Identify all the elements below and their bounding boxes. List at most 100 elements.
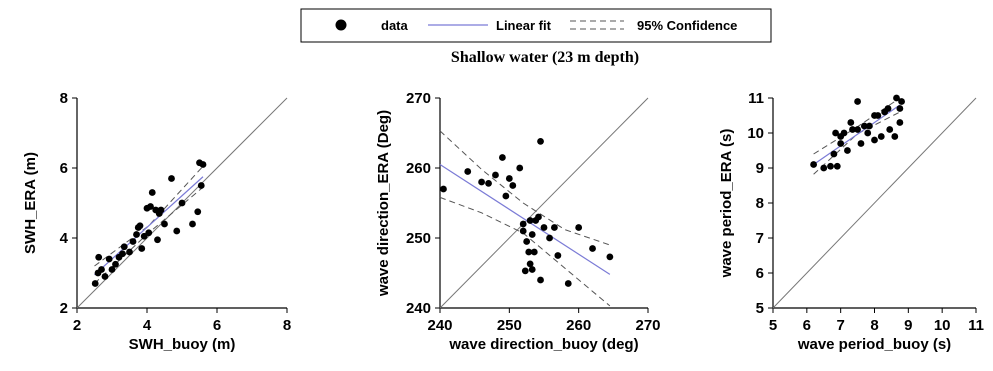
one-to-one-line — [772, 97, 977, 309]
y-tick-label: 6 — [756, 265, 764, 282]
x-tick-label: 7 — [836, 317, 844, 334]
data-point — [178, 199, 186, 207]
panel-wave-direction: 240 250 260 270 240 250 260 270 wave direction_b… — [375, 90, 661, 353]
data-point — [840, 129, 848, 137]
data-point — [528, 266, 536, 273]
data-point — [575, 224, 583, 231]
x-tick-label: 250 — [497, 317, 522, 334]
data-point — [145, 229, 153, 237]
y-tick-label: 11 — [748, 90, 764, 107]
y-tick-label: 8 — [60, 90, 68, 107]
data-point — [101, 273, 109, 280]
data-point — [505, 175, 513, 182]
data-point — [168, 175, 175, 182]
y-tick-label: 240 — [406, 300, 431, 317]
x-tick-label: 8 — [870, 317, 878, 334]
legend: data Linear fit 95% Confidence — [300, 8, 772, 43]
confidence-upper-line — [439, 130, 611, 246]
data-point — [95, 253, 103, 261]
data-point — [521, 267, 529, 275]
x-tick-label: 6 — [213, 317, 221, 334]
data-point — [108, 266, 116, 273]
data-point — [197, 182, 205, 189]
data-point — [173, 227, 181, 235]
data-point — [537, 138, 544, 145]
confidence-lower-line — [813, 111, 901, 175]
y-axis-label: SWH_ERA (m) — [22, 152, 39, 254]
data-point — [551, 224, 558, 231]
data-point — [891, 133, 899, 140]
data-point — [866, 122, 873, 130]
data-point — [148, 189, 156, 196]
y-axis-label: wave direction_ERA (Deg) — [375, 110, 392, 297]
data-point — [526, 260, 534, 268]
data-point — [537, 276, 544, 284]
data-point — [893, 94, 900, 102]
data-point — [564, 280, 572, 287]
data-point — [136, 222, 144, 230]
data-point — [830, 150, 838, 158]
y-tick-label: 10 — [747, 125, 764, 142]
data-point — [112, 260, 119, 268]
data-point — [120, 243, 128, 251]
legend-box — [300, 8, 772, 43]
data-point — [440, 185, 447, 193]
data-point — [492, 171, 499, 179]
data-point — [884, 105, 892, 112]
x-tick-label: 2 — [73, 317, 81, 334]
data-point — [554, 252, 562, 259]
data-point — [535, 213, 542, 221]
y-tick-label: 5 — [756, 300, 764, 317]
data-point — [606, 253, 614, 261]
data-point — [854, 126, 861, 133]
data-point — [502, 192, 510, 200]
data-point — [844, 147, 851, 154]
x-tick-label: 5 — [769, 317, 777, 334]
data-point — [464, 168, 472, 175]
legend-label-fit: Linear fit — [496, 18, 552, 33]
data-point — [523, 238, 531, 245]
legend-label-confidence: 95% Confidence — [637, 18, 737, 33]
data-point — [98, 266, 105, 273]
x-axis-label: wave direction_buoy (deg) — [448, 336, 638, 353]
confidence-upper-line — [94, 165, 204, 267]
data-point — [157, 206, 165, 214]
y-tick-label: 9 — [756, 160, 764, 177]
data-point — [147, 203, 154, 210]
data-point — [485, 180, 492, 187]
x-tick-label: 10 — [934, 317, 951, 334]
data-point — [877, 133, 885, 140]
data-point — [849, 126, 856, 133]
one-to-one-line — [439, 97, 649, 309]
data-point — [525, 248, 533, 256]
data-point — [138, 245, 146, 252]
x-axis-label: wave period_buoy (s) — [797, 336, 951, 353]
panel-swh: 2 4 6 8 2 4 6 8 SWH_buoy (m) SWH_ERA (m) — [22, 90, 291, 353]
data-point — [133, 231, 140, 238]
x-tick-label: 270 — [635, 317, 660, 334]
y-tick-label: 270 — [406, 90, 431, 107]
data-point — [860, 122, 868, 130]
data-point — [126, 248, 133, 256]
data-point — [194, 208, 202, 216]
y-tick-label: 260 — [406, 160, 431, 177]
data-point — [119, 250, 126, 258]
data-point — [91, 280, 99, 287]
data-point — [857, 140, 865, 147]
data-point — [898, 98, 905, 105]
y-tick-label: 8 — [756, 195, 764, 212]
data-point — [189, 220, 196, 228]
data-point — [827, 162, 834, 170]
data-point — [154, 236, 161, 244]
data-point — [105, 255, 113, 263]
x-tick-label: 8 — [283, 317, 291, 334]
data-point — [832, 129, 839, 137]
data-point — [199, 161, 207, 168]
data-point — [847, 119, 855, 126]
x-tick-label: 260 — [566, 317, 591, 334]
data-point — [546, 234, 553, 242]
y-axis-label: wave period_ERA (s) — [718, 129, 735, 279]
y-tick-label: 7 — [756, 230, 764, 247]
y-tick-label: 2 — [60, 300, 68, 317]
